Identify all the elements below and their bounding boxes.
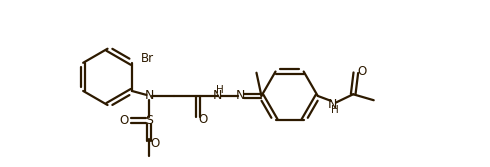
Text: N: N: [145, 89, 154, 102]
Text: Br: Br: [141, 52, 154, 65]
Text: N: N: [236, 89, 245, 102]
Text: O: O: [119, 114, 128, 127]
Text: N: N: [213, 89, 222, 102]
Text: S: S: [145, 114, 153, 127]
Text: N: N: [328, 98, 337, 111]
Text: O: O: [198, 113, 207, 126]
Text: O: O: [150, 137, 160, 150]
Text: H: H: [331, 105, 339, 115]
Text: O: O: [357, 65, 367, 78]
Text: H: H: [217, 85, 224, 95]
